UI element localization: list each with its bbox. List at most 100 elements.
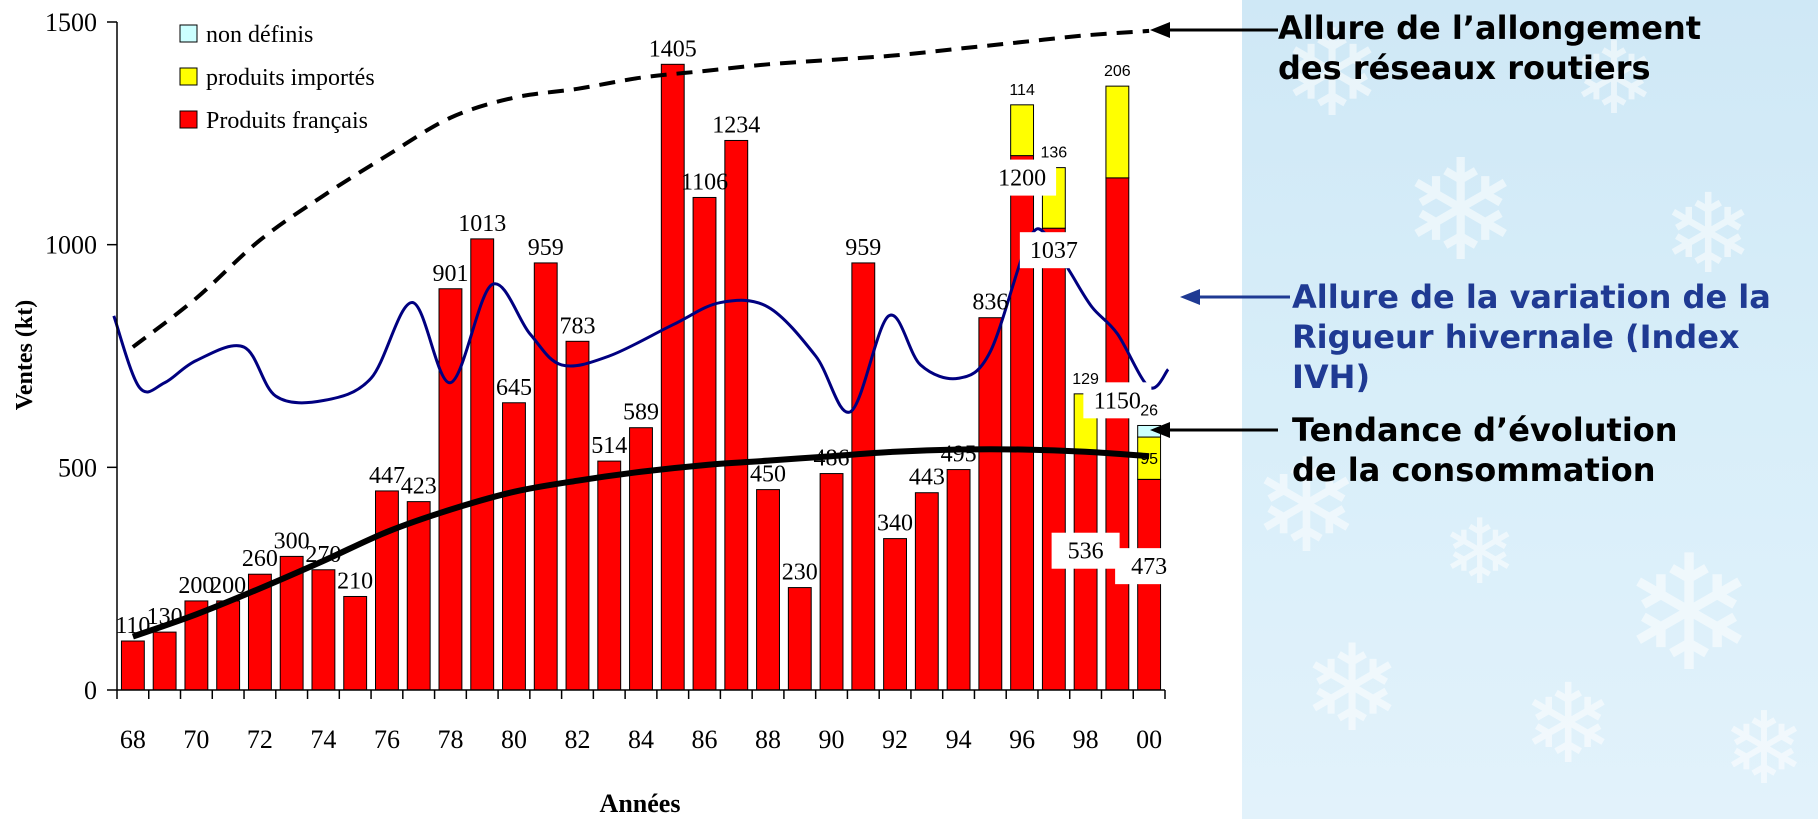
snowflake-icon: ❄: [1722, 690, 1806, 807]
x-tick-label: 94: [946, 725, 972, 754]
bar-value-label: 589: [623, 400, 659, 426]
bar-produitsfranais: [216, 600, 241, 691]
road-line: [131, 28, 1150, 349]
snowflake-icon: ❄: [1662, 170, 1755, 298]
annotation-road-line1: Allure de l’allongement: [1278, 9, 1702, 47]
bar-value-label: 486: [814, 446, 850, 472]
snowflake-icon: ❄: [1522, 660, 1615, 788]
trend-line: [131, 446, 1150, 640]
y-tick-label: 1000: [45, 231, 97, 260]
import-value-label: 95: [1140, 451, 1158, 468]
annotation-road-line2: des réseaux routiers: [1278, 49, 1651, 87]
bar-value-label: 1037: [1030, 238, 1078, 264]
y-tick-label: 500: [58, 453, 97, 482]
bar-produitsfranais: [406, 501, 431, 691]
snowflake-icon: ❄: [1572, 20, 1656, 137]
bar-produitsfranais: [978, 317, 1003, 691]
annotation-ivh: Allure de la variation de la Rigueur hiv…: [1292, 277, 1818, 397]
y-tick-label: 0: [84, 676, 97, 705]
import-value-label: 114: [1009, 82, 1035, 99]
bar-produitsfranais: [470, 238, 495, 691]
y-tick-label: 1500: [45, 8, 97, 37]
legend-label: non définis: [206, 22, 313, 48]
snowflake-icon: ❄: [1252, 430, 1361, 582]
bar-produitsfranais: [914, 492, 939, 691]
axes-layer: 0 500 1000 1500 68 70 72 74 76 78 80 82 84 86 88 90 92 94…: [45, 8, 1166, 754]
x-tick-label: 72: [247, 725, 273, 754]
x-tick-label: 74: [310, 725, 336, 754]
x-tick-label: 98: [1073, 725, 1099, 754]
bar-value-label: 473: [1131, 554, 1167, 580]
snowflake-icon: ❄: [1402, 130, 1520, 293]
x-tick-label: 78: [437, 725, 463, 754]
import-value-label: 206: [1104, 63, 1131, 80]
snowflake-icon: ❄: [1442, 500, 1518, 605]
annotation-ivh-line1: Allure de la variation de la: [1292, 278, 1771, 316]
bar-nondfinis: [1137, 424, 1162, 438]
bar-value-label: 836: [972, 290, 1008, 316]
x-tick-label: 00: [1136, 725, 1162, 754]
bar-produitsfranais: [438, 288, 463, 691]
bar-value-label: 901: [432, 261, 468, 287]
bar-produitsfranais: [1041, 227, 1066, 691]
bar-value-label: 423: [401, 474, 437, 500]
legend-swatch: [179, 67, 198, 86]
y-axis-title: Ventes (kt): [12, 300, 38, 410]
x-tick-label: 86: [692, 725, 718, 754]
ivh-line: [112, 227, 1170, 414]
import-value-label: 136: [1040, 145, 1067, 162]
bar-value-label: 536: [1068, 539, 1104, 565]
bar-value-label-bg: [1019, 232, 1088, 269]
x-tick-label: 84: [628, 725, 654, 754]
x-tick-label: 96: [1009, 725, 1035, 754]
bar-produitsfranais: [883, 538, 907, 691]
bar-value-label: 514: [591, 433, 627, 459]
bar-produitsfranais: [629, 427, 653, 691]
annotation-trend-line1: Tendance d’évolution: [1292, 411, 1678, 449]
bar-value-label: 200: [178, 573, 214, 599]
bar-value-label-bg: [1051, 532, 1120, 569]
bar-produitsfranais: [724, 139, 749, 691]
bar-value-label: 495: [941, 442, 977, 468]
import-value-label: 129: [1072, 371, 1099, 388]
bar-value-label: 270: [305, 542, 341, 568]
x-tick-label: 80: [501, 725, 527, 754]
bar-value-label: 959: [845, 235, 881, 261]
bar-value-label: 783: [559, 313, 595, 339]
x-axis-title: Années: [600, 789, 681, 818]
bar-value-label: 447: [369, 463, 405, 489]
bar-produitsfranais: [565, 340, 590, 691]
bar-value-label: 340: [877, 511, 913, 537]
bar-produitsfranais: [502, 402, 526, 691]
x-tick-label: 70: [183, 725, 209, 754]
bar-value-label-bg: [1083, 382, 1152, 419]
bar-produitsfranais: [533, 262, 558, 691]
bar-produitsimports: [1010, 104, 1035, 157]
bar-value-label: 110: [115, 613, 150, 639]
annotation-trend-line2: de la consommation: [1292, 451, 1656, 489]
bar-value-label: 1405: [649, 36, 697, 62]
chart-area: 1101302002002603002702104474239011013645…: [12, 8, 1184, 818]
bar-produitsfranais: [1105, 177, 1130, 691]
x-tick-label: 90: [819, 725, 845, 754]
legend-label: Produits français: [206, 108, 368, 134]
bar-value-label-bg: [1115, 548, 1184, 585]
bar-value-label: 1200: [998, 166, 1046, 192]
bar-value-label: 1013: [458, 211, 506, 237]
bar-value-label: 230: [782, 560, 818, 586]
x-tick-label: 88: [755, 725, 781, 754]
annotation-trend: Tendance d’évolution de la consommation: [1292, 410, 1678, 490]
x-tick-label: 82: [564, 725, 590, 754]
bar-value-label: 210: [337, 568, 373, 594]
legend-swatch: [179, 110, 198, 129]
x-tick-label: 76: [374, 725, 400, 754]
bar-produitsfranais: [375, 490, 399, 691]
bar-value-label: 450: [750, 462, 786, 488]
bar-produitsfranais: [692, 196, 717, 691]
bar-produitsfranais: [660, 63, 685, 691]
annotation-road: Allure de l’allongement des réseaux rout…: [1278, 8, 1701, 88]
bar-produitsfranais: [597, 460, 622, 691]
bar-produitsfranais: [152, 631, 177, 691]
snowflake-icon: ❄: [1282, 5, 1383, 144]
side-panel: ❄ ❄ ❄ ❄ ❄ ❄ ❄ ❄ ❄ ❄: [1242, 0, 1818, 819]
